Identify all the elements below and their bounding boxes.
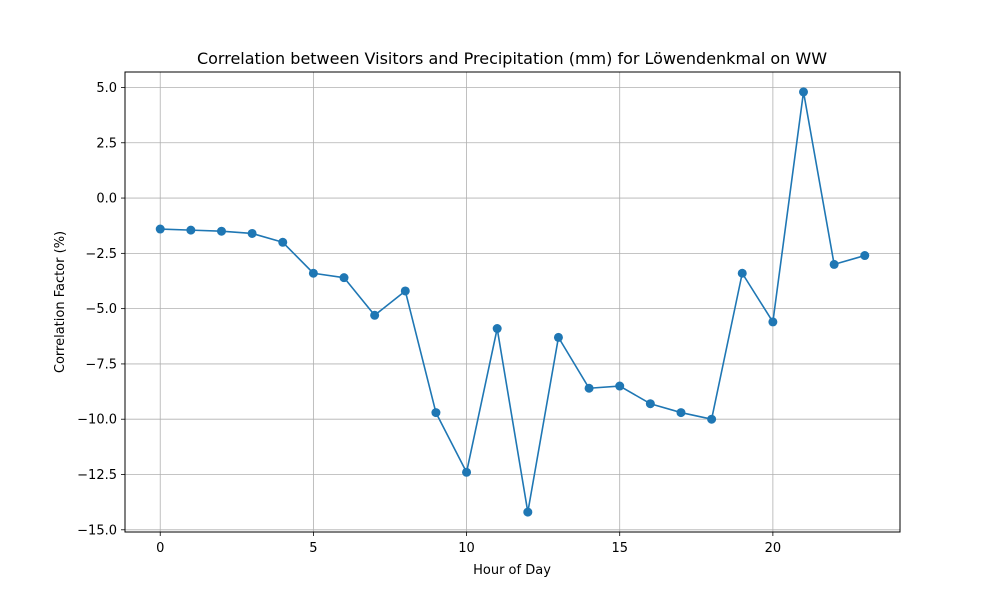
y-tick-label: −2.5: [85, 247, 117, 262]
x-tick-label: 15: [611, 541, 628, 556]
x-tick-label: 20: [765, 541, 782, 556]
y-tick-label: −7.5: [85, 357, 117, 372]
data-series: [155, 87, 870, 517]
data-point: [553, 332, 563, 342]
plot-frame: [124, 71, 901, 533]
data-point: [584, 383, 594, 393]
chart-title: Correlation between Visitors and Precipi…: [197, 49, 827, 68]
series-line: [160, 91, 865, 513]
grid-lines: [125, 72, 900, 532]
x-tick-label: 0: [156, 541, 164, 556]
data-point: [186, 225, 196, 235]
data-point: [278, 237, 288, 247]
data-point: [370, 310, 380, 320]
data-point: [523, 507, 533, 517]
data-point: [829, 259, 839, 269]
y-tick-label: 0.0: [96, 192, 117, 207]
x-tick-label: 10: [458, 541, 475, 556]
y-tick-label: 5.0: [96, 81, 117, 96]
data-point: [737, 268, 747, 278]
x-tick-label: 5: [309, 541, 317, 556]
y-axis-ticks: 5.0 2.5 0.0 −2.5 −5.0 −7.5 −10.0 −12.5 −15.0: [77, 81, 125, 538]
x-axis-label: Hour of Day: [473, 563, 551, 578]
data-point: [431, 408, 441, 418]
data-point: [860, 251, 870, 261]
data-point: [216, 226, 226, 236]
y-tick-label: −15.0: [77, 523, 117, 538]
data-point: [308, 268, 318, 278]
data-point: [400, 286, 410, 296]
data-point: [155, 224, 165, 234]
data-point: [615, 381, 625, 391]
data-point: [768, 317, 778, 327]
data-point: [676, 408, 686, 418]
y-tick-label: −5.0: [85, 302, 117, 317]
y-tick-label: −12.5: [77, 468, 117, 483]
data-point: [492, 324, 502, 334]
y-axis-label: Correlation Factor (%): [53, 231, 68, 373]
data-point: [247, 228, 257, 238]
data-point: [462, 467, 472, 477]
data-point: [339, 273, 349, 283]
y-tick-label: 2.5: [96, 136, 117, 151]
data-point: [799, 87, 809, 97]
data-point: [707, 414, 717, 424]
y-tick-label: −10.0: [77, 413, 117, 428]
x-axis-ticks: 0 5 10 15 20: [156, 532, 781, 556]
data-point: [645, 399, 655, 409]
